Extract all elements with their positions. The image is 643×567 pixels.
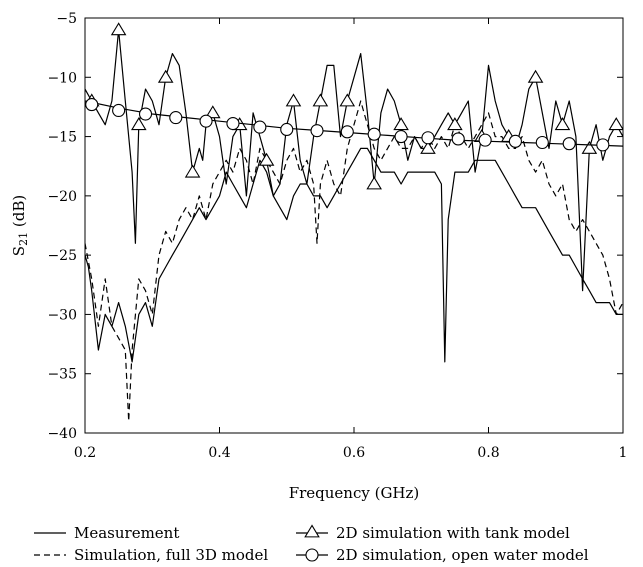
series-marker-4	[253, 120, 267, 134]
y-axis-label-unit: (dB)	[10, 195, 28, 232]
x-axis-label: Frequency (GHz)	[289, 484, 420, 502]
series-marker-4	[451, 132, 465, 146]
series-marker-3	[110, 22, 127, 36]
y-tick-label: −30	[47, 307, 77, 323]
series-marker-3	[554, 117, 571, 131]
series-marker-4	[535, 135, 549, 150]
series-marker-3	[393, 117, 409, 131]
y-tick-label: −35	[47, 367, 77, 383]
y-tick-label: −20	[47, 189, 77, 205]
series-line-1	[85, 147, 623, 363]
x-tick-label: 0.6	[343, 445, 365, 461]
series-marker-4	[280, 122, 294, 137]
series-marker-4	[340, 125, 354, 139]
series-marker-3	[420, 140, 436, 154]
y-axis-label-main: S	[10, 246, 28, 256]
x-tick-label: 0.2	[74, 445, 96, 461]
series-line-2	[85, 100, 623, 422]
series-marker-4	[421, 131, 435, 145]
plot-area	[85, 22, 623, 422]
legend: Measurement Simulation, full 3D model 2D s…	[34, 524, 589, 564]
series-marker-4	[112, 103, 126, 118]
y-axis-label: S21 (dB)	[10, 195, 30, 256]
series-marker-4	[199, 114, 213, 128]
legend-label-1: Measurement	[74, 524, 179, 542]
y-tick-label: −10	[47, 70, 77, 86]
legend-marker-4	[305, 548, 319, 562]
series-marker-3	[157, 69, 174, 83]
series-marker-3	[285, 93, 302, 107]
x-tick-label: 0.4	[208, 445, 230, 461]
series-marker-4	[562, 137, 576, 151]
series-marker-3	[608, 117, 623, 131]
series-marker-3	[339, 93, 356, 107]
y-tick-label: −5	[56, 11, 77, 27]
axes: 0.2 0.4 0.6 0.8 1 −40 −35 −30 −25 −20 −15 −10 −5	[47, 11, 627, 461]
y-tick-label: −25	[47, 248, 77, 264]
y-tick-label: −40	[47, 426, 77, 442]
series-marker-4	[596, 138, 610, 152]
series-marker-3	[312, 93, 329, 107]
series-marker-3	[204, 105, 221, 119]
legend-label-2: Simulation, full 3D model	[74, 546, 268, 564]
series-marker-4	[85, 98, 99, 112]
series-marker-3	[447, 117, 463, 131]
series-marker-4	[478, 133, 492, 147]
series-marker-4	[138, 107, 153, 121]
series-marker-4	[394, 130, 408, 144]
series-marker-3	[131, 117, 147, 131]
series-marker-4	[169, 111, 183, 125]
legend-marker-3	[304, 524, 320, 538]
series-marker-3	[184, 164, 201, 178]
series-marker-3	[366, 176, 382, 190]
series-marker-3	[581, 140, 598, 154]
series-marker-3	[258, 152, 275, 166]
x-tick-label: 0.8	[477, 445, 499, 461]
series-marker-4	[226, 116, 240, 131]
legend-label-4: 2D simulation, open water model	[336, 546, 589, 564]
series-marker-4	[367, 127, 381, 141]
y-axis-label-subscript: 21	[17, 232, 30, 246]
series-marker-3	[527, 69, 544, 83]
legend-label-3: 2D simulation with tank model	[336, 524, 570, 542]
series-marker-4	[508, 134, 522, 148]
x-tick-label: 1	[619, 445, 628, 461]
series-marker-4	[310, 124, 324, 138]
y-tick-label: −15	[47, 130, 77, 146]
